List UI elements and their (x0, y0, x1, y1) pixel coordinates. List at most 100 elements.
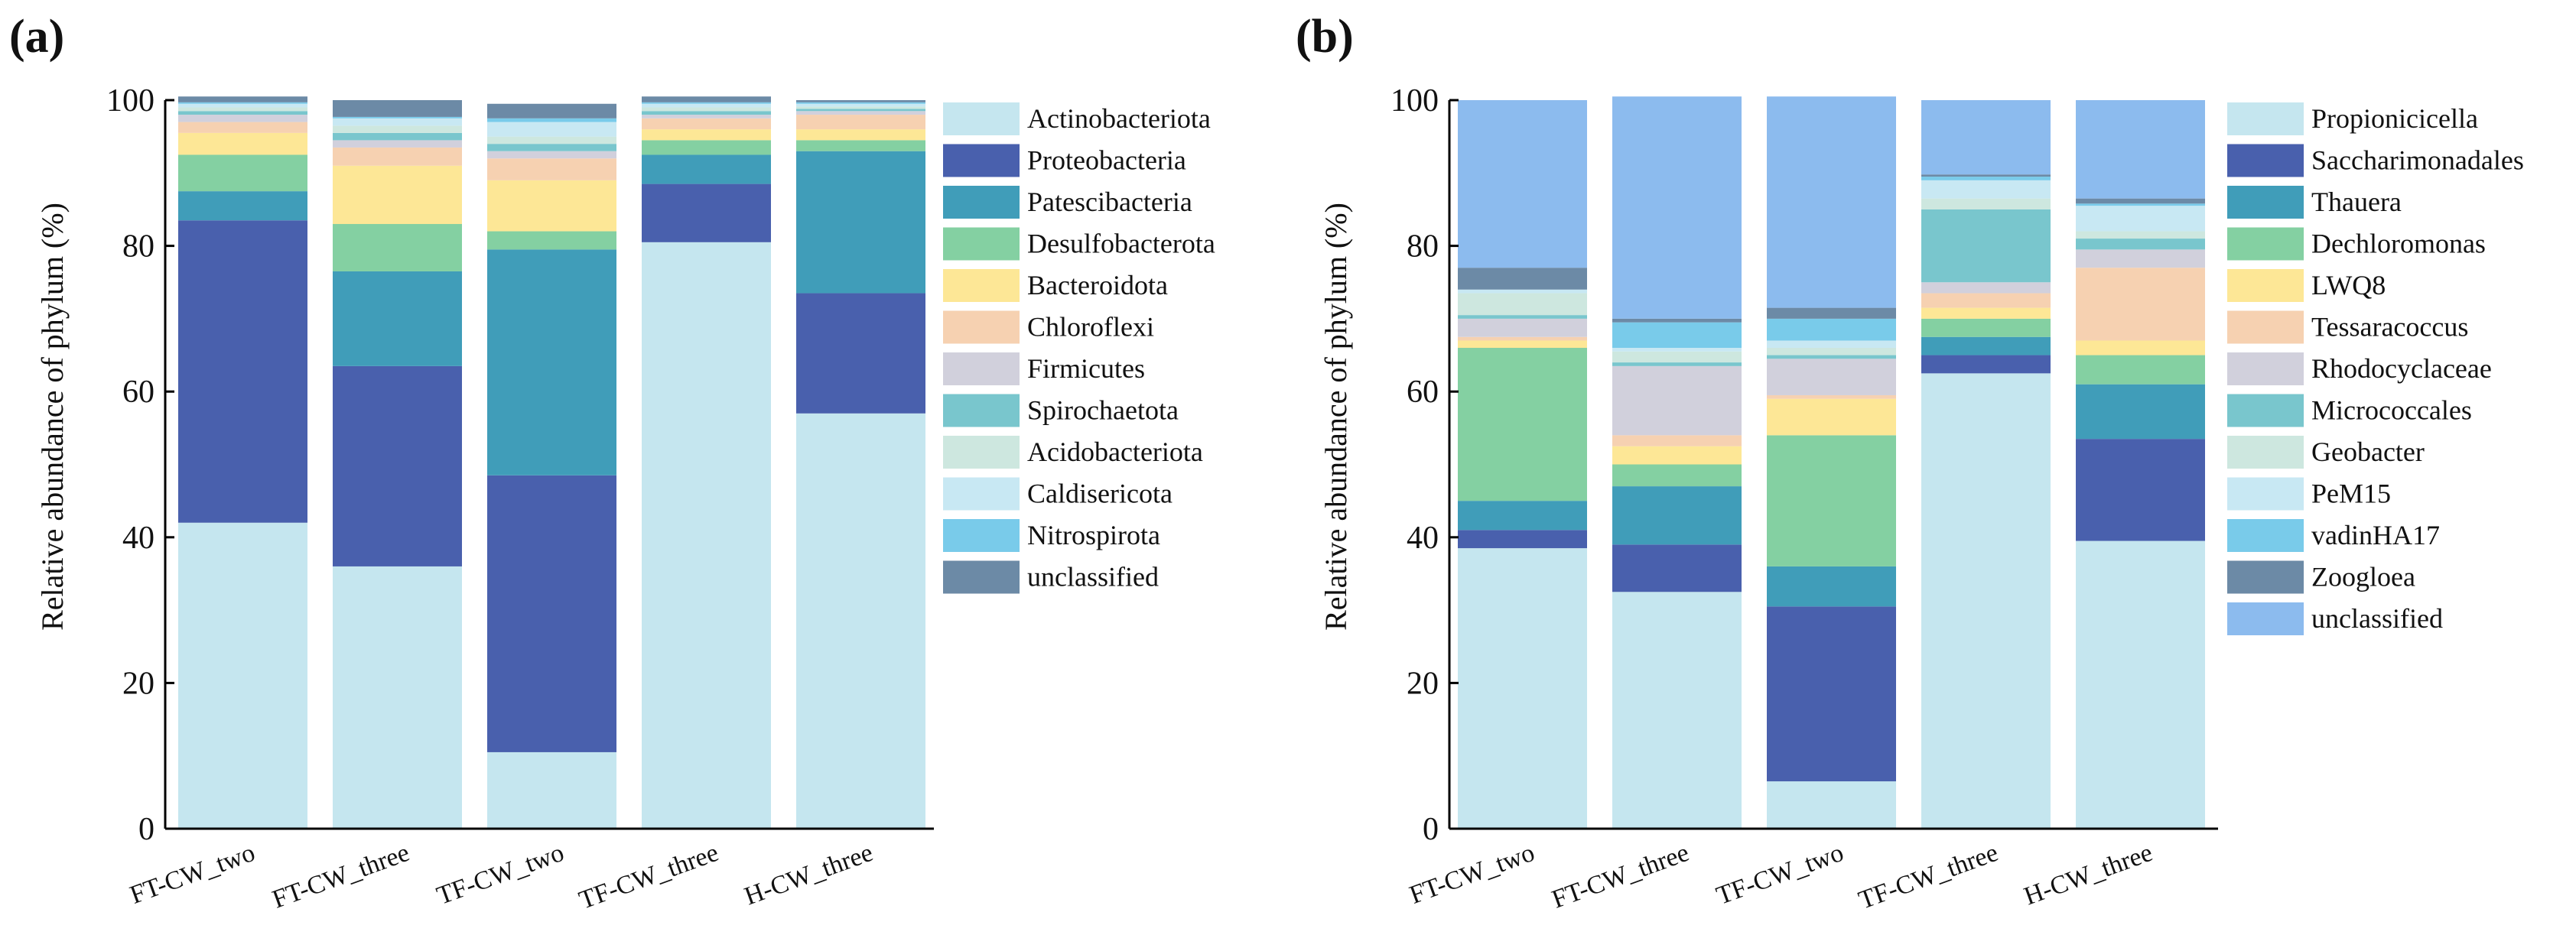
bar-segment-a-0-10 (178, 102, 307, 104)
panel-label-b: (b) (1296, 11, 1354, 63)
bar-segment-a-3-1 (642, 183, 771, 242)
bar-segment-b-3-2 (1921, 336, 2051, 355)
legend-label-b-12: unclassified (2311, 603, 2443, 634)
bar-segment-b-0-0 (1458, 548, 1587, 829)
bar-segment-b-1-9 (1612, 348, 1742, 352)
legend-b: Propionicicella Saccharimonadales Thauera D… (2227, 102, 2524, 635)
bar-segment-a-3-11 (642, 96, 771, 102)
bar-segment-a-0-4 (178, 132, 307, 155)
bar-segment-a-1-3 (333, 224, 462, 271)
x-ticks-a: FT-CW_two FT-CW_three TF-CW_two TF-CW_three… (126, 839, 877, 915)
bar-segment-b-2-10 (1767, 318, 1896, 341)
legend-label-a-9: Caldisericota (1027, 479, 1173, 509)
x-tick-label-b-0: FT-CW_two (1406, 839, 1538, 910)
bar-segment-a-1-6 (333, 140, 462, 148)
bar-segment-b-1-11 (1612, 318, 1742, 323)
y-tick-label-b-5: 100 (1390, 83, 1439, 118)
bar-segment-b-0-8 (1458, 293, 1587, 316)
bar-segment-b-2-9 (1767, 340, 1896, 349)
bar-segment-b-4-9 (2076, 206, 2205, 232)
x-tick-label-a-1: FT-CW_three (268, 839, 413, 914)
bar-segment-b-3-3 (1921, 318, 2051, 337)
bar-segment-a-2-0 (487, 751, 616, 829)
bars-b (1458, 96, 2205, 829)
bar-segment-b-0-12 (1458, 100, 1587, 268)
legend-swatch-a-8 (943, 436, 1020, 469)
bar-segment-a-4-2 (796, 151, 925, 294)
bar-segment-b-1-5 (1612, 435, 1742, 446)
bar-segment-a-2-9 (487, 122, 616, 137)
bar-segment-a-2-3 (487, 231, 616, 250)
bar-segment-a-3-2 (642, 154, 771, 184)
bar-segment-b-3-11 (1921, 174, 2051, 177)
legend-label-a-1: Proteobacteria (1027, 145, 1186, 176)
bar-segment-a-4-1 (796, 293, 925, 414)
bar-segment-a-1-7 (333, 132, 462, 141)
legend-label-a-0: Actinobacteriota (1027, 103, 1211, 134)
legend-swatch-a-4 (943, 269, 1020, 302)
bar-segment-b-0-5 (1458, 336, 1587, 341)
bar-segment-b-4-6 (2076, 249, 2205, 268)
bar-segment-b-2-8 (1767, 348, 1896, 355)
legend-label-b-8: Geobacter (2311, 437, 2425, 467)
bar-segment-a-0-6 (178, 115, 307, 122)
legend-swatch-a-10 (943, 519, 1020, 552)
bar-segment-b-3-5 (1921, 293, 2051, 308)
bar-segment-a-2-1 (487, 475, 616, 752)
bar-segment-a-3-6 (642, 115, 771, 118)
legend-label-b-11: Zoogloea (2311, 562, 2415, 592)
x-tick-label-b-4: H-CW_three (2021, 839, 2157, 911)
legend-swatch-b-4 (2227, 269, 2304, 302)
bar-segment-a-2-7 (487, 144, 616, 151)
bar-segment-a-4-9 (796, 103, 925, 107)
bar-segment-b-4-2 (2076, 384, 2205, 440)
legend-label-b-1: Saccharimonadales (2311, 145, 2524, 176)
bar-segment-b-0-9 (1458, 289, 1587, 294)
y-tick-label-b-1: 20 (1407, 666, 1439, 701)
bar-segment-a-0-0 (178, 522, 307, 829)
y-axis-title-b: Relative abundance of phylum (%) (1319, 203, 1353, 631)
panel-label-a: (a) (9, 11, 64, 63)
legend-label-b-0: Propionicicella (2311, 103, 2478, 134)
bar-segment-a-4-3 (796, 140, 925, 151)
bar-segment-b-2-4 (1767, 398, 1896, 436)
legend-swatch-b-10 (2227, 519, 2304, 552)
legend-swatch-b-11 (2227, 560, 2304, 594)
bar-segment-b-3-7 (1921, 209, 2051, 283)
legend-swatch-a-5 (943, 310, 1020, 344)
y-tick-label-a-4: 80 (122, 229, 154, 265)
legend-swatch-a-9 (943, 477, 1020, 511)
x-tick-label-a-3: TF-CW_three (575, 839, 722, 915)
bar-segment-b-4-3 (2076, 355, 2205, 385)
bar-segment-b-2-3 (1767, 435, 1896, 566)
bar-segment-b-1-6 (1612, 365, 1742, 436)
y-ticks-a: 0 20 40 60 80 100 (106, 83, 174, 847)
bar-segment-b-3-10 (1921, 177, 2051, 180)
x-tick-label-a-0: FT-CW_two (126, 839, 259, 910)
legend-label-a-7: Spirochaetota (1027, 395, 1179, 426)
bars-a (178, 96, 925, 829)
legend-swatch-b-12 (2227, 602, 2304, 635)
bar-segment-b-0-11 (1458, 268, 1587, 290)
bar-segment-a-2-8 (487, 136, 616, 144)
legend-label-a-3: Desulfobacterota (1027, 229, 1215, 259)
bar-segment-a-3-5 (642, 118, 771, 130)
bar-segment-b-1-12 (1612, 96, 1742, 319)
x-tick-label-a-2: TF-CW_two (433, 839, 568, 910)
bar-segment-a-4-10 (796, 102, 925, 104)
bar-segment-b-4-12 (2076, 100, 2205, 199)
bar-segment-b-1-8 (1612, 351, 1742, 363)
legend-label-b-5: Tessaracoccus (2311, 312, 2468, 342)
bar-segment-a-0-3 (178, 154, 307, 192)
legend-label-b-10: vadinHA17 (2311, 520, 2440, 550)
bar-segment-a-1-11 (333, 100, 462, 117)
bar-segment-a-0-9 (178, 103, 307, 108)
bar-segment-a-3-7 (642, 111, 771, 115)
bar-segment-b-4-11 (2076, 198, 2205, 204)
bar-segment-a-1-4 (333, 165, 462, 225)
bar-segment-a-3-3 (642, 140, 771, 155)
bar-segment-a-2-6 (487, 151, 616, 159)
legend-swatch-b-2 (2227, 186, 2304, 219)
bar-segment-b-3-1 (1921, 355, 2051, 374)
